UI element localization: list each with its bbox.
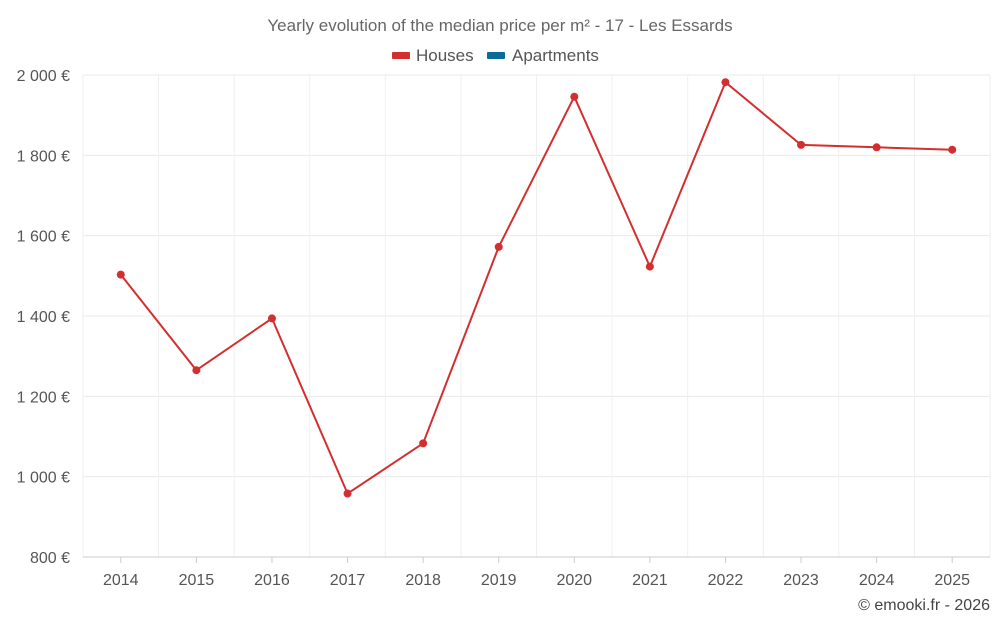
legend-item-houses[interactable]: Houses	[392, 46, 474, 65]
x-tick-label: 2025	[934, 572, 970, 589]
x-tick-label: 2015	[179, 572, 215, 589]
x-tick-label: 2019	[481, 572, 517, 589]
x-tick-label: 2016	[254, 572, 290, 589]
x-tick-label: 2021	[632, 572, 668, 589]
series-layer	[116, 78, 957, 498]
y-tick-label: 1 000 €	[17, 470, 70, 487]
data-point-houses[interactable]	[343, 489, 352, 498]
series-line-houses	[120, 81, 953, 495]
data-point-houses[interactable]	[645, 262, 654, 271]
y-axis: 800 € 1 000 € 1 200 € 1 400 € 1 600 € 1 800 €…	[17, 68, 70, 567]
chart-title: Yearly evolution of the median price per…	[267, 16, 732, 35]
y-tick-label: 800 €	[30, 550, 70, 567]
x-tick-label: 2024	[859, 572, 895, 589]
x-tick-label: 2017	[330, 572, 366, 589]
legend-item-apartments[interactable]: Apartments	[487, 46, 599, 65]
y-tick-label: 2 000 €	[17, 68, 70, 85]
x-tick-label: 2022	[708, 572, 744, 589]
data-point-houses[interactable]	[419, 439, 428, 448]
data-point-houses[interactable]	[872, 143, 881, 152]
data-point-houses[interactable]	[494, 242, 503, 251]
legend-label-apartments: Apartments	[512, 46, 599, 65]
data-point-houses[interactable]	[570, 92, 579, 101]
legend-swatch-houses	[392, 52, 410, 59]
x-axis: 2014 2015 2016 2017 2018 2019 2020 2021 2022 2023…	[83, 556, 990, 589]
data-point-houses[interactable]	[192, 366, 201, 375]
legend-label-houses: Houses	[416, 46, 474, 65]
x-tick-label: 2023	[783, 572, 819, 589]
data-point-houses[interactable]	[797, 140, 806, 149]
y-tick-label: 1 600 €	[17, 229, 70, 246]
grid	[82, 74, 991, 558]
legend-swatch-apartments	[487, 52, 505, 59]
data-point-houses[interactable]	[721, 78, 730, 87]
y-tick-label: 1 400 €	[17, 309, 70, 326]
data-point-houses[interactable]	[948, 145, 957, 154]
y-tick-label: 1 800 €	[17, 148, 70, 165]
x-tick-label: 2020	[556, 572, 592, 589]
legend: Houses Apartments	[392, 46, 599, 65]
data-point-houses[interactable]	[116, 270, 125, 279]
credit-text: © emooki.fr - 2026	[858, 597, 990, 614]
x-tick-label: 2018	[405, 572, 441, 589]
y-tick-label: 1 200 €	[17, 389, 70, 406]
x-tick-label: 2014	[103, 572, 139, 589]
data-point-houses[interactable]	[267, 314, 276, 323]
